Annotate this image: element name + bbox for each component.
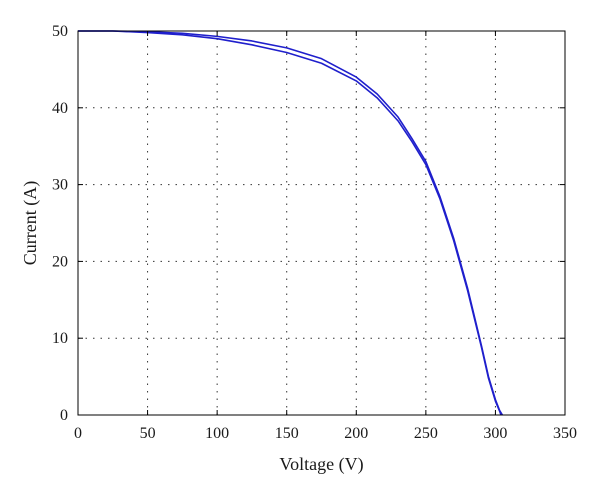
y-tick-label: 20 [52,253,68,270]
y-tick-label: 40 [52,100,68,117]
x-axis-label: Voltage (V) [279,454,363,475]
iv-curve-series-1 [78,30,504,416]
tick-label-layer: 0 50 100 150 200 250 300 350 0 10 20 30 40 50 [52,23,577,442]
plot-frame [77,30,566,416]
grid-layer [78,31,565,415]
x-tick-label: 50 [140,425,156,442]
series-layer [78,30,504,416]
x-tick-label: 350 [553,425,577,442]
x-tick-label: 300 [483,425,507,442]
y-tick-label: 50 [52,23,68,40]
x-tick-label: 150 [275,425,299,442]
y-tick-label: 10 [52,330,68,347]
iv-curve-series-2 [78,30,502,416]
y-tick-label: 30 [52,177,68,194]
x-tick-label: 250 [414,425,438,442]
x-tick-label: 0 [74,425,82,442]
x-tick-label: 100 [205,425,229,442]
y-axis-label: Current (A) [20,181,41,265]
tick-layer [77,30,566,416]
y-tick-label: 0 [60,407,68,424]
x-tick-label: 200 [344,425,368,442]
